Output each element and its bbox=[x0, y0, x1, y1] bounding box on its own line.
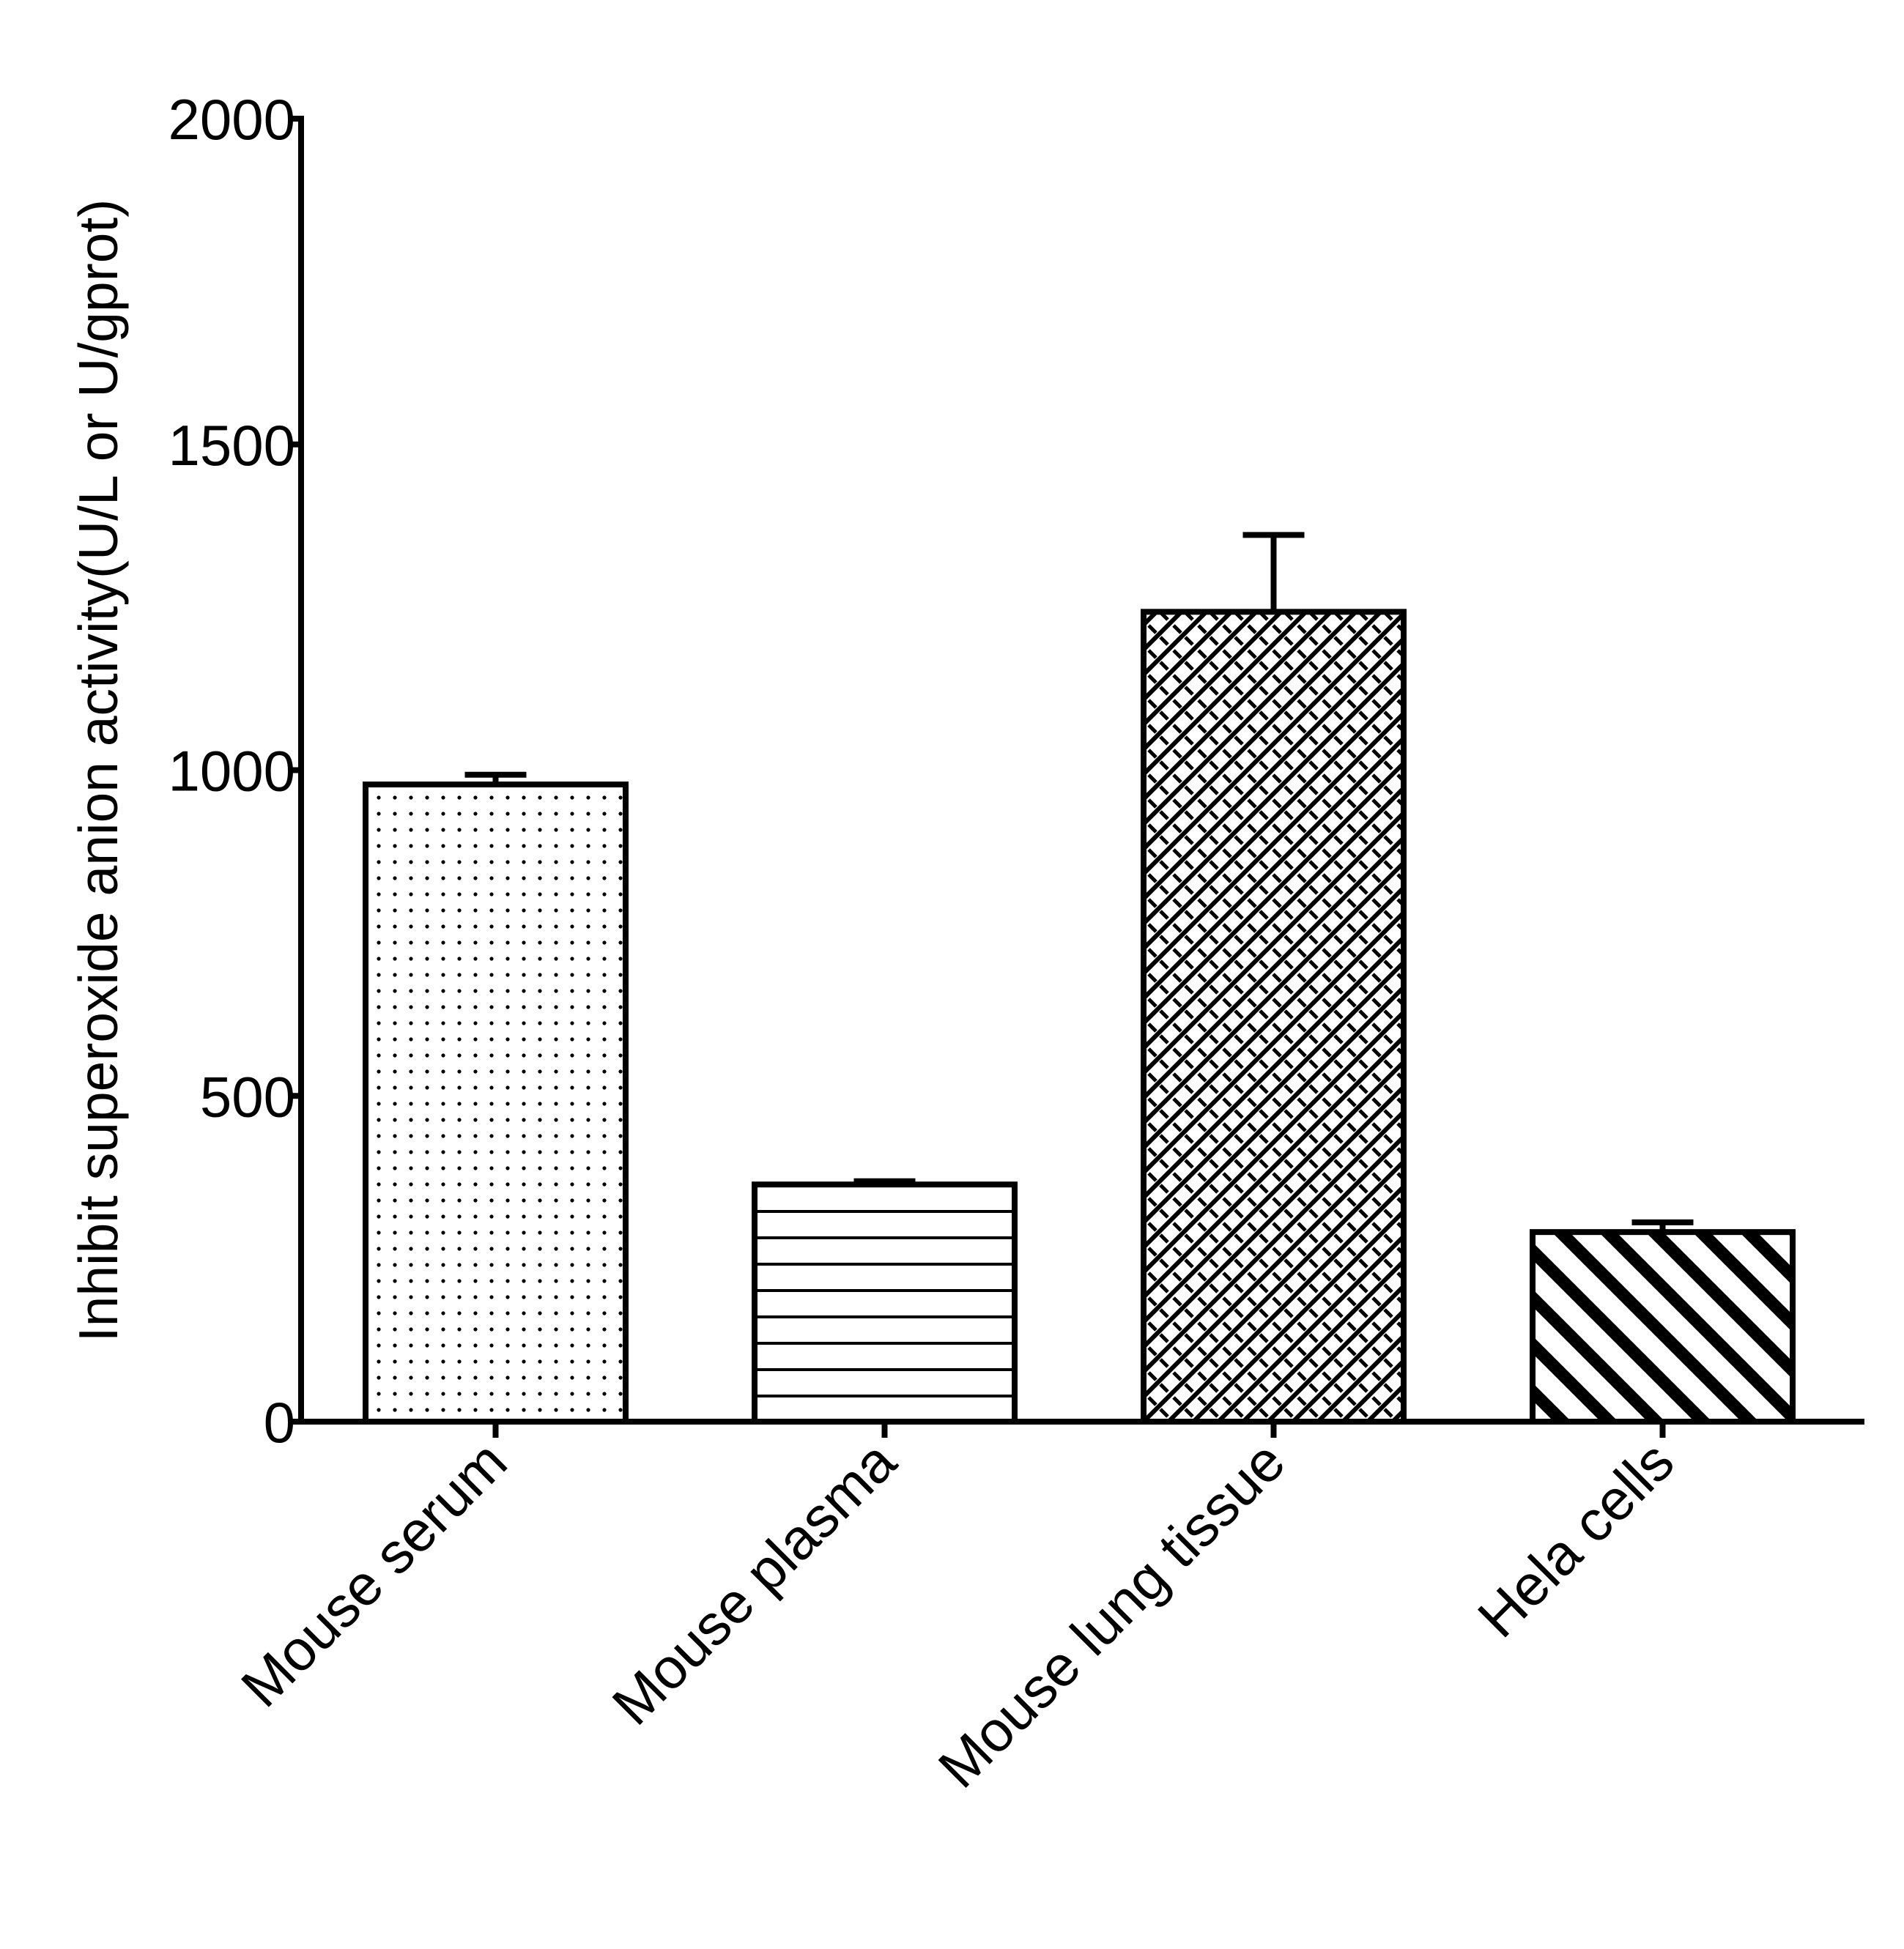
y-axis-title: Inhibit superoxide anion activity(U/L or… bbox=[67, 199, 129, 1342]
bar bbox=[1141, 609, 1407, 1425]
x-tick-label: Mouse serum bbox=[229, 1429, 519, 1719]
y-tick-label: 500 bbox=[200, 1064, 295, 1129]
x-tick-label: Mouse lung tissue bbox=[926, 1429, 1297, 1800]
y-tick-label: 1500 bbox=[168, 413, 295, 478]
y-tick-label: 2000 bbox=[168, 87, 295, 152]
bar bbox=[1530, 1229, 1796, 1425]
bar bbox=[752, 1181, 1018, 1425]
x-tick-label: Mouse plasma bbox=[600, 1428, 908, 1737]
x-tick-label: Hela cells bbox=[1465, 1429, 1686, 1649]
bar bbox=[363, 782, 629, 1425]
y-tick-label: 1000 bbox=[168, 739, 295, 803]
